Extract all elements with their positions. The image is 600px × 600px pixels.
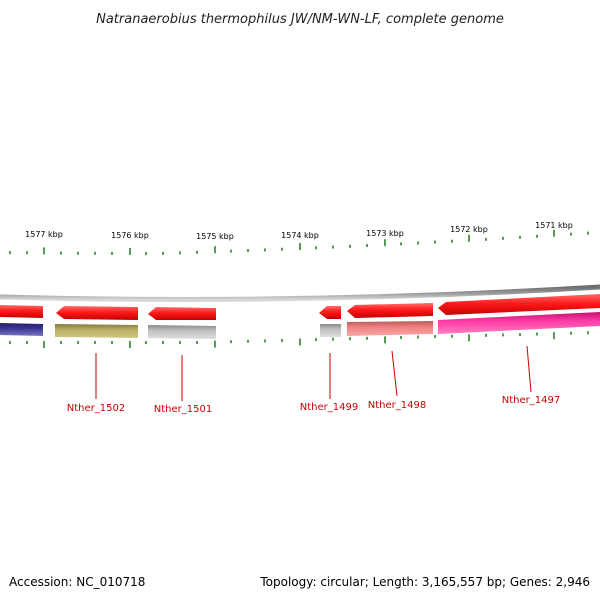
- gene-track: [0, 312, 600, 339]
- accession-text: Accession: NC_010718: [9, 575, 145, 589]
- leader-line: [391, 350, 398, 397]
- cds-track: [0, 294, 600, 320]
- ruler-label: 1573 kbp: [366, 229, 404, 238]
- ruler-label: 1576 kbp: [111, 231, 149, 240]
- ruler-label: 1571 kbp: [535, 221, 573, 230]
- leader-line: [526, 345, 532, 393]
- ruler-label: 1575 kbp: [196, 232, 234, 241]
- gene-label-nther-1498[interactable]: Nther_1498: [368, 400, 426, 411]
- map-title: Natranaerobius thermophilus JW/NM-WN-LF,…: [96, 12, 504, 27]
- ruler-label: 1572 kbp: [450, 225, 488, 234]
- genome-summary-text: Topology: circular; Length: 3,165,557 bp…: [259, 575, 590, 589]
- cds-arrow: [56, 306, 138, 320]
- cds-arrow: [347, 303, 433, 318]
- gene-block-nther-1497: [438, 312, 600, 334]
- ruler-label: 1577 kbp: [25, 230, 63, 239]
- gene-block-left: [0, 323, 43, 336]
- genome-backbone: [0, 284, 600, 302]
- gene-label-lines: [95, 345, 532, 401]
- cds-arrow: [438, 294, 600, 315]
- ruler-ticks-bottom: [9, 331, 589, 348]
- gene-label-nther-1501[interactable]: Nther_1501: [154, 404, 212, 415]
- ruler-labels: 1577 kbp 1576 kbp 1575 kbp 1574 kbp 1573…: [25, 221, 573, 241]
- gene-block-nther-1502: [55, 324, 138, 338]
- cds-arrow: [148, 307, 216, 320]
- ruler-label: 1574 kbp: [281, 231, 319, 240]
- gene-label-nther-1499[interactable]: Nther_1499: [300, 402, 358, 413]
- cds-arrow: [0, 305, 43, 318]
- gene-label-nther-1497[interactable]: Nther_1497: [502, 395, 560, 406]
- gene-block-nther-1499: [320, 324, 341, 337]
- cds-arrow: [319, 306, 341, 319]
- gene-block-nther-1501: [148, 325, 216, 339]
- gene-labels: Nther_1502 Nther_1501 Nther_1499 Nther_1…: [67, 395, 560, 415]
- ruler-ticks-top: [9, 229, 589, 255]
- gene-block-nther-1498: [347, 321, 433, 336]
- gene-label-nther-1502[interactable]: Nther_1502: [67, 403, 125, 414]
